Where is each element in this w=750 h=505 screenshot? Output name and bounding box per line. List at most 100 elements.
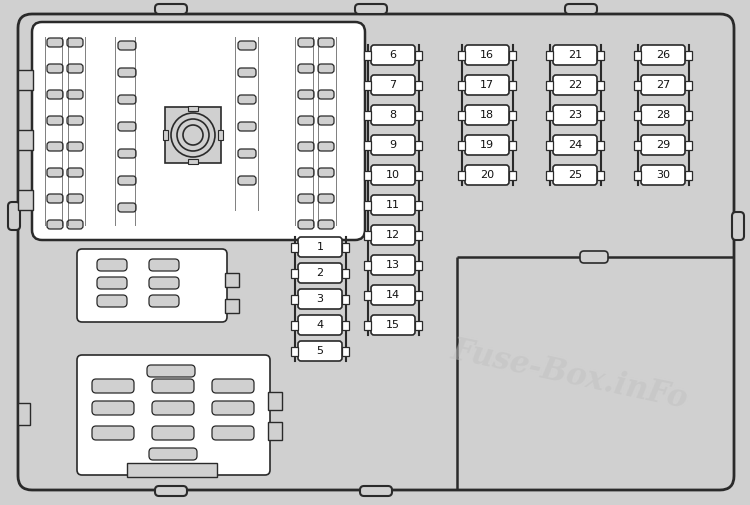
FancyBboxPatch shape xyxy=(298,168,314,177)
FancyBboxPatch shape xyxy=(298,142,314,151)
Bar xyxy=(18,190,33,210)
FancyBboxPatch shape xyxy=(152,426,194,440)
FancyBboxPatch shape xyxy=(641,45,685,65)
FancyBboxPatch shape xyxy=(118,122,136,131)
FancyBboxPatch shape xyxy=(118,149,136,158)
Bar xyxy=(634,80,641,89)
Bar xyxy=(546,80,553,89)
FancyBboxPatch shape xyxy=(238,95,256,104)
FancyBboxPatch shape xyxy=(92,426,134,440)
FancyBboxPatch shape xyxy=(67,38,83,47)
FancyBboxPatch shape xyxy=(67,194,83,203)
Bar xyxy=(597,111,604,120)
FancyBboxPatch shape xyxy=(371,75,415,95)
Bar xyxy=(509,80,516,89)
FancyBboxPatch shape xyxy=(47,64,63,73)
Bar xyxy=(188,159,198,164)
Text: 23: 23 xyxy=(568,110,582,120)
FancyBboxPatch shape xyxy=(641,75,685,95)
Bar xyxy=(685,50,692,60)
FancyBboxPatch shape xyxy=(67,90,83,99)
FancyBboxPatch shape xyxy=(318,168,334,177)
FancyBboxPatch shape xyxy=(155,486,187,496)
Bar xyxy=(415,50,422,60)
Text: 28: 28 xyxy=(656,110,670,120)
Bar xyxy=(458,140,465,149)
FancyBboxPatch shape xyxy=(371,135,415,155)
FancyBboxPatch shape xyxy=(32,22,365,240)
Bar xyxy=(364,200,371,210)
Text: 15: 15 xyxy=(386,320,400,330)
FancyBboxPatch shape xyxy=(318,220,334,229)
Bar xyxy=(546,140,553,149)
Text: 3: 3 xyxy=(316,294,323,304)
FancyBboxPatch shape xyxy=(298,341,342,361)
Bar xyxy=(458,111,465,120)
Bar xyxy=(342,294,349,304)
Text: 13: 13 xyxy=(386,260,400,270)
FancyBboxPatch shape xyxy=(77,355,270,475)
Bar xyxy=(509,140,516,149)
FancyBboxPatch shape xyxy=(238,68,256,77)
FancyBboxPatch shape xyxy=(732,212,744,240)
Bar xyxy=(415,261,422,270)
FancyBboxPatch shape xyxy=(360,486,392,496)
FancyBboxPatch shape xyxy=(67,64,83,73)
Bar xyxy=(509,111,516,120)
FancyBboxPatch shape xyxy=(155,4,187,14)
Text: 5: 5 xyxy=(316,346,323,356)
Bar xyxy=(685,140,692,149)
FancyBboxPatch shape xyxy=(355,4,387,14)
Bar xyxy=(165,107,221,163)
Text: 21: 21 xyxy=(568,50,582,60)
FancyBboxPatch shape xyxy=(298,116,314,125)
Bar xyxy=(509,171,516,179)
FancyBboxPatch shape xyxy=(641,165,685,185)
FancyBboxPatch shape xyxy=(92,379,134,393)
FancyBboxPatch shape xyxy=(371,315,415,335)
FancyBboxPatch shape xyxy=(47,142,63,151)
FancyBboxPatch shape xyxy=(149,295,179,307)
FancyBboxPatch shape xyxy=(580,251,608,263)
Bar xyxy=(291,242,298,251)
Bar xyxy=(597,171,604,179)
Bar xyxy=(291,321,298,329)
FancyBboxPatch shape xyxy=(238,122,256,131)
Bar xyxy=(163,130,168,140)
Bar xyxy=(546,50,553,60)
FancyBboxPatch shape xyxy=(47,38,63,47)
FancyBboxPatch shape xyxy=(565,4,597,14)
Bar xyxy=(225,273,239,287)
FancyBboxPatch shape xyxy=(77,249,227,322)
FancyBboxPatch shape xyxy=(18,14,734,490)
FancyBboxPatch shape xyxy=(67,168,83,177)
FancyBboxPatch shape xyxy=(298,263,342,283)
FancyBboxPatch shape xyxy=(318,38,334,47)
FancyBboxPatch shape xyxy=(212,426,254,440)
FancyBboxPatch shape xyxy=(212,379,254,393)
FancyBboxPatch shape xyxy=(318,142,334,151)
Bar xyxy=(546,111,553,120)
Text: 12: 12 xyxy=(386,230,400,240)
FancyBboxPatch shape xyxy=(67,220,83,229)
FancyBboxPatch shape xyxy=(152,379,194,393)
Bar xyxy=(597,80,604,89)
Bar xyxy=(685,111,692,120)
Text: 7: 7 xyxy=(389,80,397,90)
FancyBboxPatch shape xyxy=(371,285,415,305)
FancyBboxPatch shape xyxy=(212,401,254,415)
Bar xyxy=(415,111,422,120)
Text: 4: 4 xyxy=(316,320,323,330)
FancyBboxPatch shape xyxy=(465,45,509,65)
Bar xyxy=(364,290,371,299)
FancyBboxPatch shape xyxy=(298,64,314,73)
Text: 22: 22 xyxy=(568,80,582,90)
Bar xyxy=(458,50,465,60)
Text: 26: 26 xyxy=(656,50,670,60)
Bar xyxy=(509,50,516,60)
FancyBboxPatch shape xyxy=(118,95,136,104)
Text: 20: 20 xyxy=(480,170,494,180)
Bar xyxy=(291,294,298,304)
FancyBboxPatch shape xyxy=(152,401,194,415)
FancyBboxPatch shape xyxy=(298,90,314,99)
